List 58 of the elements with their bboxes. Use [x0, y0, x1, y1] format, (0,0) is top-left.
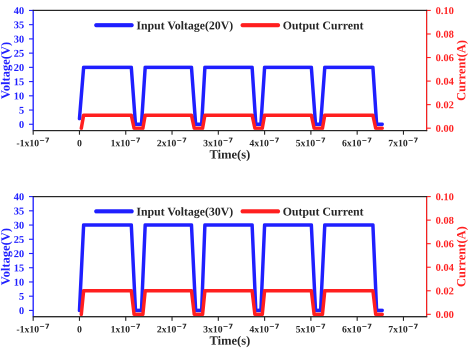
y2-tick-label: 0.10 — [436, 7, 454, 14]
y-tick-label: 5 — [19, 292, 24, 300]
y-axis-title: Voltage(V) — [0, 42, 12, 99]
y2-axis-title: Current(A) — [456, 40, 468, 100]
y2-tick-label: 0.02 — [436, 287, 454, 295]
y2-tick-label: 0.00 — [436, 124, 454, 132]
y-tick-label: 30 — [14, 222, 24, 229]
y-tick-label: 35 — [14, 21, 24, 28]
y-axis-title: Voltage(V) — [0, 228, 12, 286]
x-tick-label: 4x10$^{−7}$ — [250, 138, 279, 146]
x-tick-label: 0 — [77, 140, 82, 146]
x-tick-label: 7x10$^{−7}$ — [388, 138, 418, 146]
x-tick-label: 5x10$^{−7}$ — [296, 138, 326, 146]
y2-tick-label: 0.06 — [436, 54, 454, 62]
x-tick-label: 6x10$^{−7}$ — [342, 138, 372, 146]
x-tick-label: -1x10$^{−7}$ — [16, 324, 50, 333]
y2-axis-title: Current(A) — [456, 226, 468, 286]
y-tick-label: 20 — [14, 64, 24, 72]
x-tick-label: 5x10$^{−7}$ — [296, 324, 326, 333]
x-tick-label: 2x10$^{−7}$ — [157, 324, 186, 333]
x-tick-label: -1x10$^{−7}$ — [16, 138, 50, 146]
x-tick-label: 2x10$^{−7}$ — [157, 138, 186, 146]
legend-label: Input Voltage(30V) — [136, 207, 233, 218]
x-tick-label: 1x10$^{−7}$ — [111, 324, 140, 333]
y-tick-label: 10 — [14, 278, 24, 286]
y2-tick-label: 0.04 — [436, 78, 454, 85]
y-tick-label: 25 — [14, 50, 24, 57]
y-tick-label: 15 — [14, 264, 24, 272]
x-tick-label: 1x10$^{−7}$ — [111, 138, 140, 146]
legend-label: Output Current — [283, 208, 364, 218]
x-axis-title: Time(s) — [210, 336, 250, 348]
y2-tick-label: 0.10 — [436, 193, 454, 200]
legend-label: Output Current — [283, 22, 364, 32]
y-tick-label: 35 — [14, 208, 24, 215]
x-tick-label: 4x10$^{−7}$ — [250, 324, 279, 333]
y2-tick-label: 0.08 — [436, 216, 454, 224]
x-tick-label: 7x10$^{−7}$ — [388, 324, 418, 333]
y2-tick-label: 0.08 — [436, 30, 454, 38]
x-tick-label: 3x10$^{−7}$ — [204, 138, 233, 146]
y-tick-label: 20 — [14, 250, 24, 258]
y-tick-label: 40 — [14, 193, 24, 200]
y2-tick-label: 0.04 — [436, 264, 454, 271]
y-tick-label: 0 — [19, 307, 24, 314]
y2-tick-label: 0.02 — [436, 101, 454, 108]
x-axis-title: Time(s) — [210, 150, 250, 162]
y-tick-label: 15 — [14, 78, 24, 86]
y-tick-label: 10 — [14, 92, 24, 100]
y2-tick-label: 0.00 — [436, 311, 454, 318]
x-tick-label: 6x10$^{−7}$ — [342, 324, 372, 333]
y-tick-label: 5 — [19, 106, 24, 114]
y-tick-label: 30 — [14, 36, 24, 43]
y-tick-label: 25 — [14, 236, 24, 243]
x-tick-label: 3x10$^{−7}$ — [204, 324, 233, 333]
x-tick-label: 0 — [77, 326, 82, 333]
y2-tick-label: 0.06 — [436, 240, 454, 248]
y-tick-label: 0 — [19, 120, 24, 128]
legend-label: Input Voltage(20V) — [136, 21, 233, 32]
y-tick-label: 40 — [14, 7, 24, 14]
